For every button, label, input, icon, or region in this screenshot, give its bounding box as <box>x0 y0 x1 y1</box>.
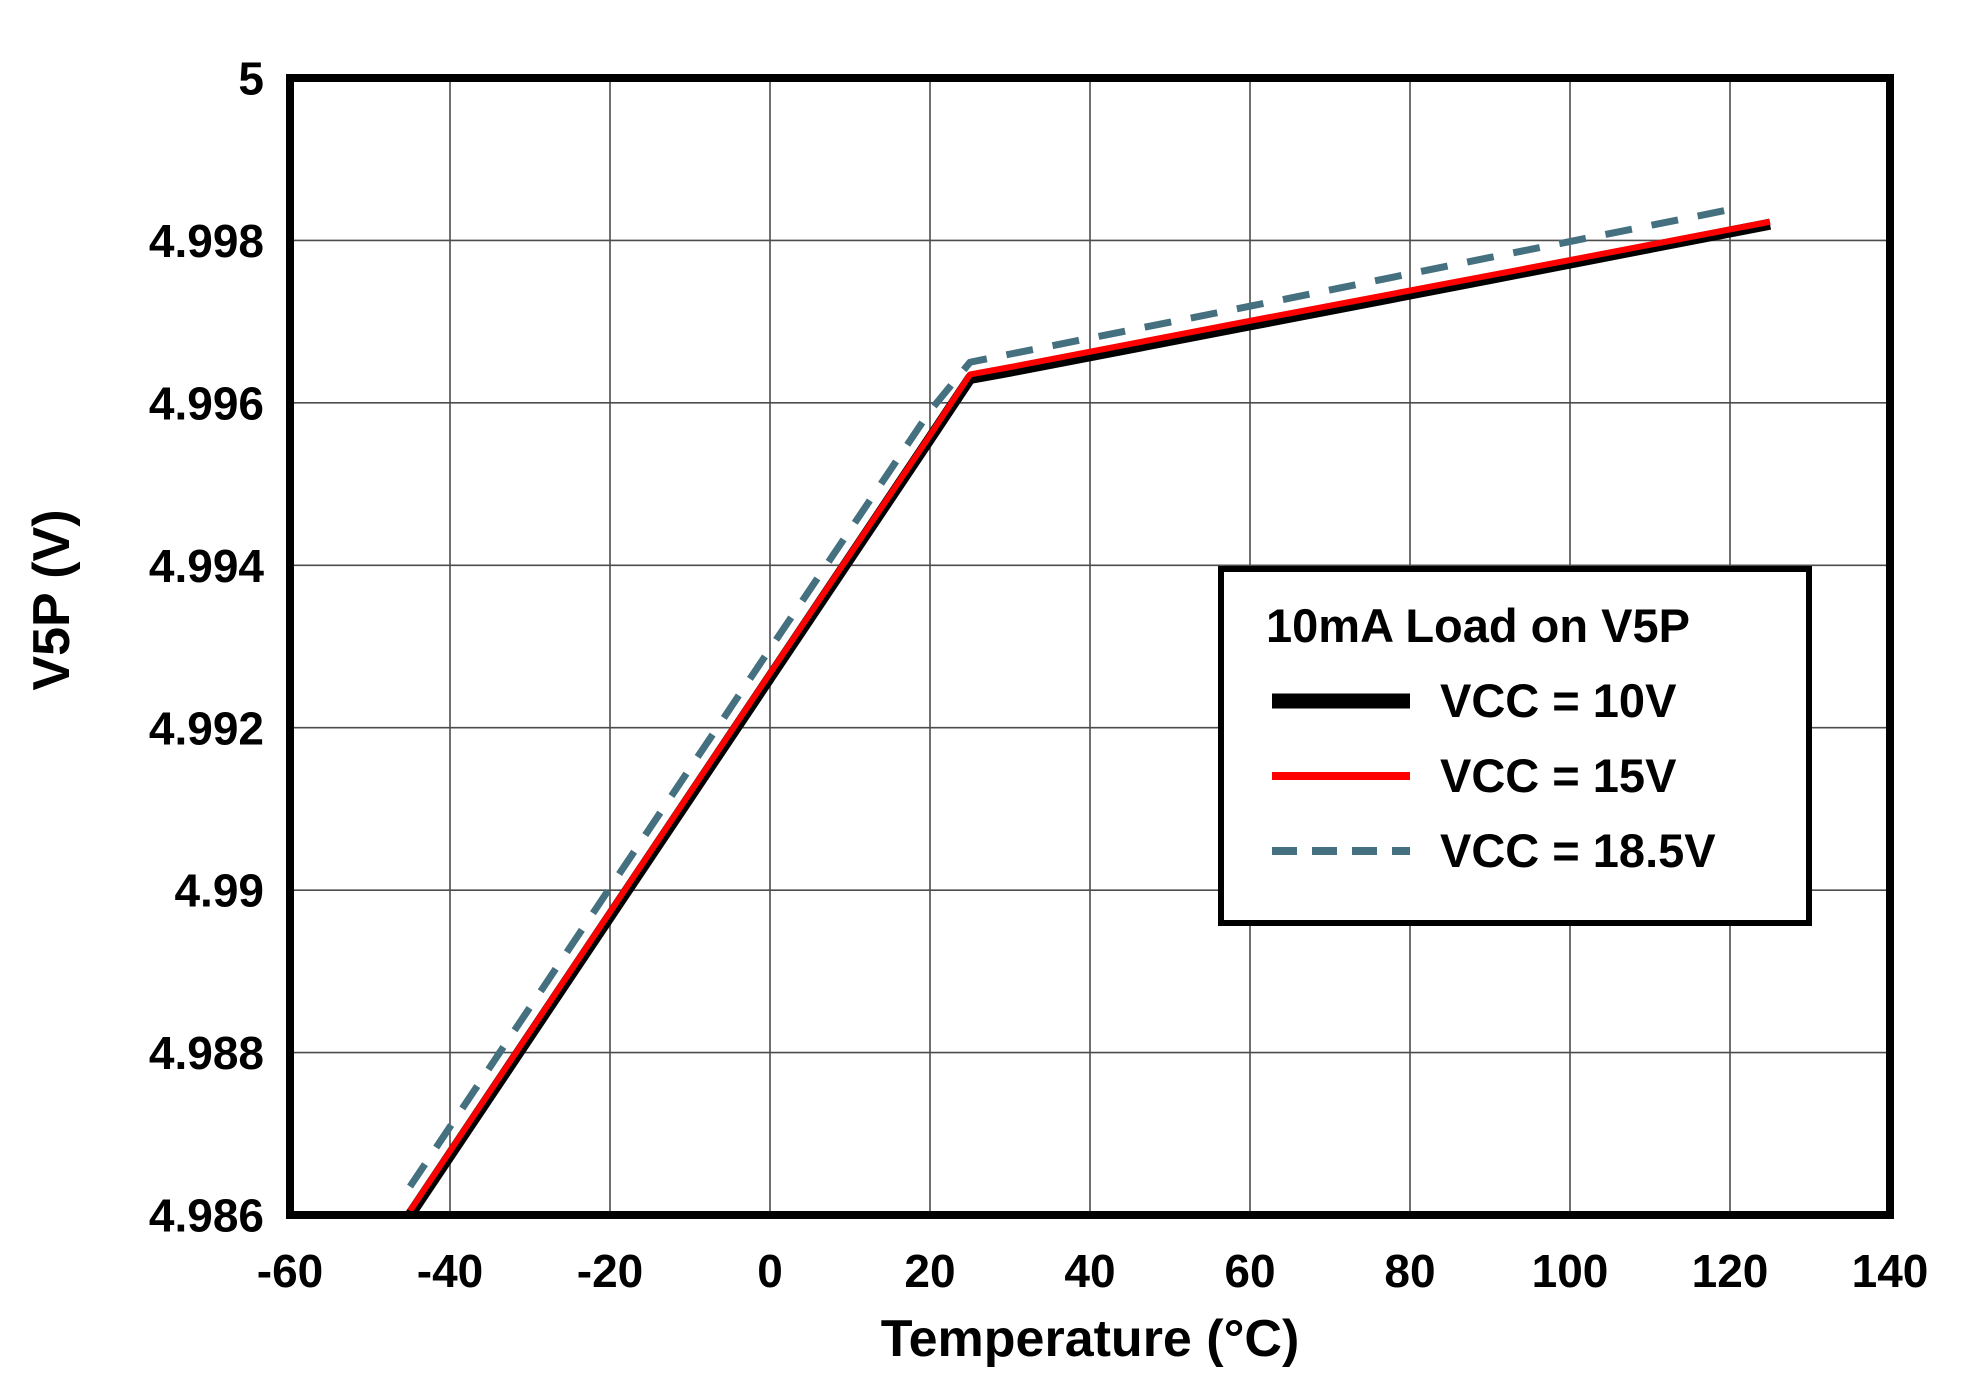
x-tick-label: -60 <box>257 1245 323 1297</box>
x-tick-label: 40 <box>1064 1245 1115 1297</box>
y-tick-label: 4.994 <box>149 540 265 592</box>
legend-line-sample <box>1272 846 1410 855</box>
x-tick-label: -40 <box>417 1245 483 1297</box>
legend-entry-label: VCC = 15V <box>1440 749 1677 802</box>
x-tick-label: 60 <box>1224 1245 1275 1297</box>
plot-border <box>286 74 1894 1219</box>
y-tick-label: 4.986 <box>149 1190 264 1242</box>
y-axis-title: V5P (V) <box>23 509 81 691</box>
legend-line-sample <box>1272 693 1410 708</box>
y-tick-label: 4.99 <box>174 865 264 917</box>
legend-title: 10mA Load on V5P <box>1266 599 1690 652</box>
y-tick-label: 5 <box>238 53 264 105</box>
y-tick-label: 4.998 <box>149 215 264 267</box>
x-tick-label: -20 <box>577 1245 643 1297</box>
legend-entry: VCC = 10V <box>1272 673 1782 728</box>
x-tick-label: 100 <box>1532 1245 1609 1297</box>
legend-entry: VCC = 15V <box>1272 748 1782 803</box>
legend-rows: VCC = 10V VCC = 15V VCC = 18.5V <box>1248 673 1782 878</box>
series-vcc-18.5v <box>407 206 1731 1189</box>
legend-entry-label: VCC = 18.5V <box>1440 824 1716 877</box>
legend: 10mA Load on V5P VCC = 10V VCC = 15V VCC =… <box>1218 566 1812 926</box>
series-vcc-15v <box>407 218 1771 1213</box>
x-axis-title: Temperature (°C) <box>880 1310 1300 1368</box>
y-tick-label: 4.988 <box>149 1027 264 1079</box>
legend-entry-label: VCC = 10V <box>1440 674 1677 727</box>
x-tick-label: 140 <box>1852 1245 1929 1297</box>
legend-line-sample <box>1272 771 1410 780</box>
y-tick-label: 4.996 <box>149 377 264 429</box>
x-tick-label: 80 <box>1384 1245 1435 1297</box>
x-tick-label: 0 <box>757 1245 783 1297</box>
x-tick-label: 20 <box>904 1245 955 1297</box>
y-tick-label: 4.992 <box>149 702 264 754</box>
x-tick-label: 120 <box>1692 1245 1769 1297</box>
legend-entry: VCC = 18.5V <box>1272 823 1782 878</box>
